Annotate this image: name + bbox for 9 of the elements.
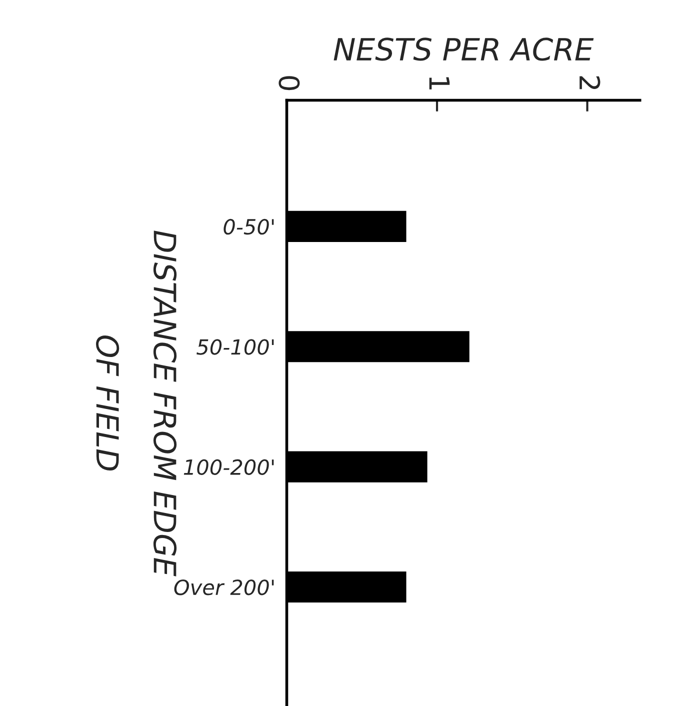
y-tick-label: Over 200': [174, 579, 274, 596]
y-tick-label: 50-100': [196, 339, 274, 355]
y-tick-label: 100-200': [184, 459, 274, 476]
x-tick-label: 2: [580, 76, 600, 90]
x-axis-title: NESTS PER ACRE: [334, 38, 594, 61]
y-axis-title: DISTANCE FROM EDGE OF FIELD: [96, 230, 177, 576]
y-tick-label: 0-50': [224, 218, 274, 235]
x-tick-label: 1: [429, 77, 450, 90]
x-tick-label: 0: [278, 76, 300, 90]
